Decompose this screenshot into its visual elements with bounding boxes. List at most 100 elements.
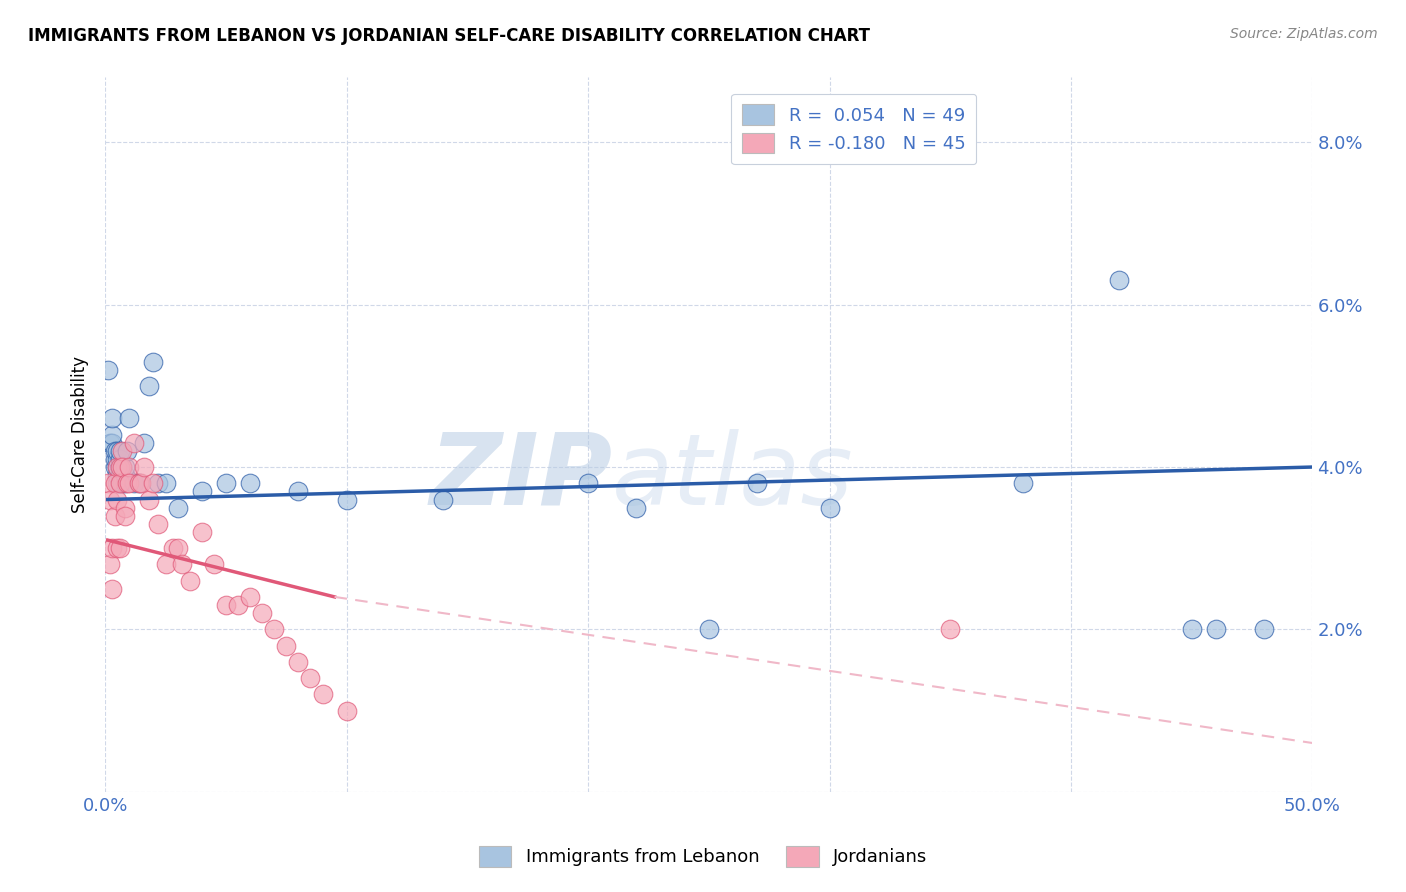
Point [108, 476, 131, 491]
Point [226, 598, 249, 612]
Point [104, 476, 127, 491]
Point [939, 623, 962, 637]
Point [111, 443, 134, 458]
Point [202, 558, 225, 572]
Point [138, 492, 160, 507]
Point [108, 460, 131, 475]
Point [97, 362, 120, 376]
Point [104, 451, 127, 466]
Point [128, 476, 150, 491]
Point [108, 460, 131, 475]
Point [108, 451, 131, 466]
Point [191, 524, 214, 539]
Text: ZIP: ZIP [429, 429, 612, 526]
Point [576, 476, 599, 491]
Point [104, 460, 127, 475]
Point [111, 476, 134, 491]
Point [626, 500, 648, 515]
Point [118, 460, 141, 475]
Point [114, 476, 136, 491]
Point [148, 516, 170, 531]
Point [276, 639, 298, 653]
Point [131, 476, 153, 491]
Point [155, 476, 177, 491]
Point [142, 354, 165, 368]
Point [239, 590, 262, 604]
Point [108, 541, 131, 556]
Point [98, 435, 121, 450]
Point [97, 476, 120, 491]
Point [114, 508, 136, 523]
Point [101, 427, 124, 442]
Point [101, 411, 124, 425]
Point [162, 541, 184, 556]
Point [299, 671, 322, 685]
Text: Source: ZipAtlas.com: Source: ZipAtlas.com [1230, 27, 1378, 41]
Point [98, 492, 121, 507]
Point [215, 598, 238, 612]
Point [114, 468, 136, 483]
Point [105, 541, 128, 556]
Point [818, 500, 841, 515]
Point [263, 623, 285, 637]
Point [108, 468, 131, 483]
Point [166, 500, 188, 515]
Point [191, 484, 214, 499]
Point [104, 443, 127, 458]
Point [287, 655, 309, 669]
Point [108, 476, 131, 491]
Point [104, 508, 127, 523]
Text: IMMIGRANTS FROM LEBANON VS JORDANIAN SELF-CARE DISABILITY CORRELATION CHART: IMMIGRANTS FROM LEBANON VS JORDANIAN SEL… [28, 27, 870, 45]
Point [336, 704, 359, 718]
Point [101, 435, 124, 450]
Legend: R =  0.054   N = 49, R = -0.180   N = 45: R = 0.054 N = 49, R = -0.180 N = 45 [731, 94, 976, 164]
Point [111, 460, 134, 475]
Point [128, 476, 150, 491]
Point [114, 500, 136, 515]
Point [105, 460, 128, 475]
Point [105, 451, 128, 466]
Point [155, 558, 177, 572]
Point [336, 492, 359, 507]
Point [166, 541, 188, 556]
Point [98, 558, 121, 572]
Y-axis label: Self-Care Disability: Self-Care Disability [72, 356, 89, 513]
Point [105, 476, 128, 491]
Point [1253, 623, 1275, 637]
Point [287, 484, 309, 499]
Point [115, 476, 138, 491]
Point [118, 476, 141, 491]
Point [108, 443, 131, 458]
Point [432, 492, 454, 507]
Point [172, 558, 194, 572]
Point [122, 476, 145, 491]
Point [239, 476, 262, 491]
Point [697, 623, 720, 637]
Point [148, 476, 170, 491]
Point [122, 435, 145, 450]
Point [105, 492, 128, 507]
Point [118, 411, 141, 425]
Point [311, 687, 333, 701]
Point [101, 582, 124, 596]
Point [138, 379, 160, 393]
Text: atlas: atlas [612, 429, 853, 526]
Point [1108, 273, 1130, 287]
Point [132, 435, 155, 450]
Point [1205, 623, 1227, 637]
Point [105, 468, 128, 483]
Point [111, 460, 134, 475]
Point [114, 460, 136, 475]
Point [250, 606, 273, 620]
Point [745, 476, 768, 491]
Point [105, 443, 128, 458]
Point [101, 541, 124, 556]
Point [105, 460, 128, 475]
Point [215, 476, 238, 491]
Point [179, 574, 201, 588]
Point [1181, 623, 1204, 637]
Legend: Immigrants from Lebanon, Jordanians: Immigrants from Lebanon, Jordanians [471, 838, 935, 874]
Point [142, 476, 165, 491]
Point [1011, 476, 1033, 491]
Point [115, 443, 138, 458]
